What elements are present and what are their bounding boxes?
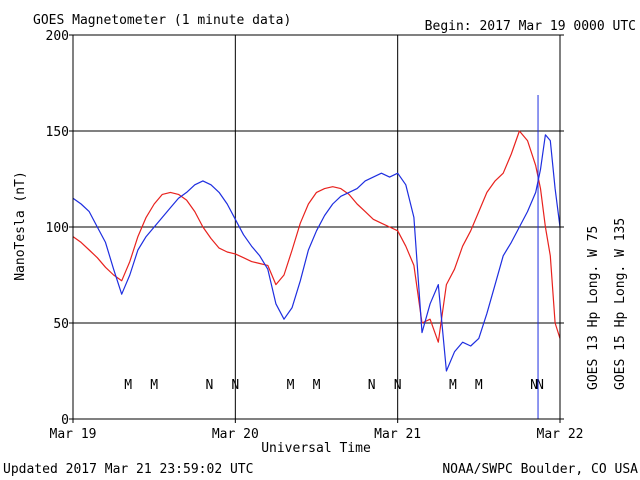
x-tick-label: Mar 20 <box>212 427 259 442</box>
series-layer <box>72 130 561 372</box>
event-marker-N: N <box>205 378 213 393</box>
y-tick-label: 150 <box>46 125 69 140</box>
x-tick-label: Mar 19 <box>50 427 97 442</box>
grid-lines <box>73 35 560 419</box>
event-marker-N: N <box>536 378 544 393</box>
event-marker-N: N <box>394 378 402 393</box>
series-line-goes15 <box>72 134 561 372</box>
event-markers: M M N N M M N N M M NN <box>124 95 544 419</box>
x-tick-label: Mar 22 <box>537 427 584 442</box>
y-tick-label: 200 <box>46 29 69 44</box>
event-marker-N: N <box>368 378 376 393</box>
event-marker-M: M <box>150 378 158 393</box>
event-marker-M: M <box>124 378 132 393</box>
event-marker-M: M <box>313 378 321 393</box>
event-marker-N: N <box>231 378 239 393</box>
legend-goes13: GOES 13 Hp Long. W 75 <box>586 226 601 390</box>
y-axis-ticks: 0 50 100 150 200 <box>46 29 564 428</box>
y-axis-label: NanoTesla (nT) <box>13 171 28 281</box>
x-tick-label: Mar 21 <box>374 427 421 442</box>
y-tick-label: 100 <box>46 221 69 236</box>
x-axis-ticks: Mar 19 Mar 20 Mar 21 Mar 22 <box>50 419 584 442</box>
event-marker-M: M <box>475 378 483 393</box>
x-axis-label: Universal Time <box>261 441 371 456</box>
event-marker-M: M <box>287 378 295 393</box>
y-tick-label: 0 <box>61 413 69 428</box>
y-tick-label: 50 <box>53 317 69 332</box>
series-line-goes13 <box>72 130 561 343</box>
footer-updated: Updated 2017 Mar 21 23:59:02 UTC <box>3 462 253 477</box>
event-marker-N: N <box>530 378 538 393</box>
begin-label: Begin: 2017 Mar 19 0000 UTC <box>425 19 636 34</box>
event-marker-M: M <box>449 378 457 393</box>
chart-title: GOES Magnetometer (1 minute data) <box>33 13 291 28</box>
legend-goes15: GOES 15 Hp Long. W 135 <box>613 218 628 390</box>
footer-credit: NOAA/SWPC Boulder, CO USA <box>442 462 638 477</box>
